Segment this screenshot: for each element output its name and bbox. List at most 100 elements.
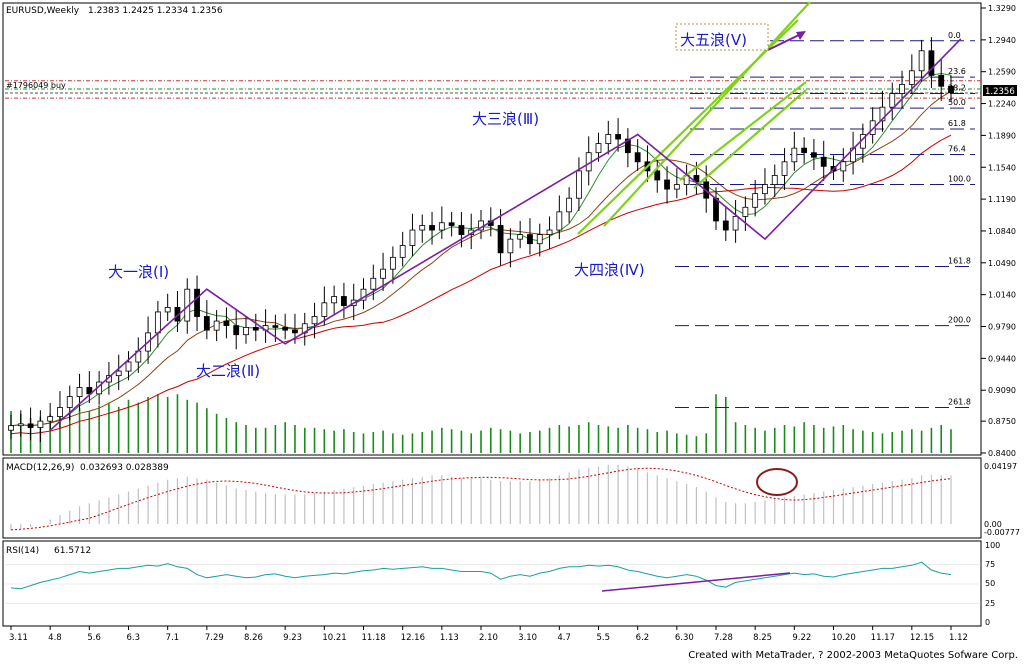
candle-body (47, 416, 54, 422)
rsi-label: RSI(14) (6, 546, 39, 556)
time-tick-label: 5.6 (87, 633, 101, 643)
candle-body (360, 288, 367, 301)
candle-body (791, 147, 798, 163)
fib-level-label: 261.8 (948, 397, 971, 406)
candle-body (331, 296, 338, 304)
macd-scale-bottom: -0.00777 (984, 528, 1020, 537)
current-price-tag-bg (983, 85, 1017, 96)
elliott-wave-lines (49, 31, 962, 431)
time-tick-label: 6.2 (636, 633, 650, 643)
candle-body (576, 170, 582, 199)
candle-body (948, 85, 954, 94)
candle-body (879, 106, 886, 122)
price-tick-label: 1.1190 (988, 195, 1016, 204)
candle-body (722, 220, 729, 231)
rsi-scale-100: 100 (985, 541, 1000, 550)
candle-body (556, 211, 563, 231)
candle-body (370, 277, 377, 290)
price-tick-label: 0.9790 (988, 323, 1016, 332)
rsi-divergence-line (601, 572, 791, 592)
candle-body (57, 407, 63, 417)
rsi-value: 61.5712 (54, 546, 91, 556)
candle-body (869, 120, 876, 135)
channel-line (693, 89, 807, 189)
candle-body (634, 152, 641, 163)
time-tick-label: 8.26 (244, 633, 263, 643)
candle-body (380, 268, 386, 279)
macd-scale-top: 0.04197 (984, 462, 1017, 471)
candle-body (624, 138, 631, 154)
candle-body (27, 423, 34, 428)
macd-highlight-circle (756, 468, 798, 496)
time-tick-label: 4.8 (48, 633, 62, 643)
time-tick-label: 7.29 (205, 633, 224, 643)
time-tick-label: 6.30 (675, 633, 694, 643)
fib-level-label: 61.8 (948, 119, 966, 128)
time-tick-label: 1.13 (440, 633, 459, 643)
macd-label: MACD(12,26,9) (6, 463, 74, 473)
channel-line (603, 1, 811, 227)
time-tick-label: 3.10 (518, 633, 537, 643)
candle-body (458, 225, 465, 235)
rsi-line (10, 561, 952, 590)
candle-body (17, 423, 24, 427)
price-tick-label: 1.1540 (988, 163, 1016, 172)
time-tick-label: 7.1 (166, 633, 180, 643)
candle-body (517, 234, 524, 240)
rsi-scale-50: 50 (985, 579, 995, 588)
candle-body (752, 193, 759, 208)
candle-body (673, 184, 680, 190)
time-tick-label: 4.7 (557, 633, 571, 643)
candle-body (566, 197, 573, 213)
price-tick-label: 0.9440 (988, 354, 1016, 363)
candle-body (595, 143, 602, 154)
candle-body (292, 329, 298, 334)
candle-body (252, 327, 259, 331)
time-tick-label: 9.22 (792, 633, 811, 643)
price-axis: 1.3290 1.2940 1.2590 1.2240 1.1890 1.1540 1.11… (981, 4, 1016, 458)
candle-body (76, 387, 83, 397)
candle-body (742, 206, 749, 217)
candle-body (811, 152, 817, 158)
time-tick-label: 12.15 (910, 633, 934, 643)
candle-body (194, 288, 200, 317)
candle-body (223, 320, 230, 326)
wave-3-label: 大三浪(Ⅲ) (472, 110, 539, 128)
candle-body (243, 327, 249, 336)
candle-body (497, 225, 504, 254)
price-tick-label: 1.2590 (988, 68, 1016, 77)
candle-body (272, 325, 279, 328)
time-tick-label: 1.12 (949, 633, 968, 643)
time-tick-label: 11.17 (871, 633, 895, 643)
candle-body (507, 238, 514, 254)
time-tick-label: 10.20 (832, 633, 856, 643)
candle-body (86, 387, 93, 395)
wave-1-label: 大一浪(Ⅰ) (108, 263, 169, 281)
wave-2-label: 大二浪(Ⅱ) (196, 362, 260, 380)
candle-body (203, 316, 210, 331)
candle-body (781, 161, 788, 176)
price-tick-label: 1.1890 (988, 131, 1016, 140)
price-tick-label: 0.8400 (988, 449, 1016, 458)
candle-body (213, 320, 220, 331)
candle-body (654, 170, 661, 181)
channel-line (679, 81, 807, 181)
order-lines (5, 80, 981, 99)
fib-level-label: 100.0 (948, 175, 971, 184)
candle-body (918, 50, 925, 72)
candle-body (615, 134, 621, 140)
price-tick-label: 0.9090 (988, 386, 1016, 395)
price-tick-label: 0.8750 (988, 417, 1016, 426)
wave-arrow-head (796, 31, 806, 40)
rsi-panel (2, 540, 982, 627)
price-tick-label: 1.2940 (988, 36, 1016, 45)
candle-body (928, 50, 935, 76)
trend-channel (577, 1, 811, 235)
candle-body (771, 175, 778, 185)
candle-body (664, 179, 670, 190)
wave-4-label: 大四浪(Ⅳ) (574, 261, 645, 279)
wave-zigzag (49, 38, 962, 431)
ohlc-label: 1.2383 1.2425 1.2334 1.2356 (88, 6, 223, 16)
chart-svg[interactable]: 0.0 23.6 38.2 50.0 61.8 76.4 100.0 161.8 200.0 26… (0, 0, 1024, 648)
candle-body (801, 147, 808, 154)
